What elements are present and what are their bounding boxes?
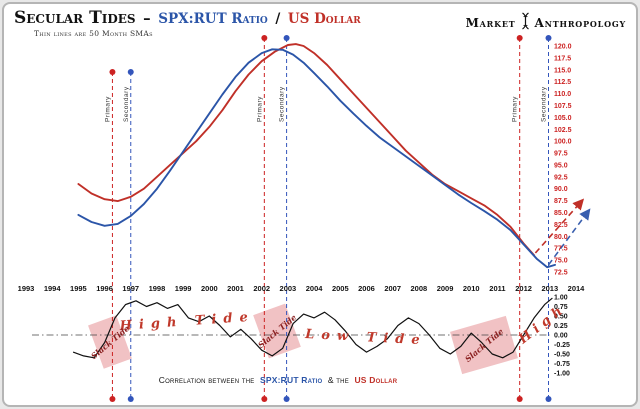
x-axis-year: 2006: [358, 284, 375, 293]
event-dot-bottom: [545, 396, 552, 402]
event-dot-bottom: [109, 396, 116, 402]
y-axis-tick: 112.5: [554, 79, 571, 86]
dna-icon: [520, 12, 531, 33]
x-axis-year: 2004: [306, 284, 324, 293]
event-dot-bottom: [261, 396, 268, 402]
tide-annotation: Low Tide: [304, 327, 427, 348]
caption-prefix: Correlation between the: [158, 375, 255, 385]
x-axis-year: 2014: [568, 284, 586, 293]
y-axis-tick: 120.0: [554, 44, 572, 51]
x-axis-year: 1999: [175, 284, 192, 293]
event-dot-top: [109, 69, 116, 75]
y-axis-tick: 115.0: [554, 67, 571, 74]
y-axis-tick: 97.5: [554, 151, 568, 158]
chart-subtitle: Thin lines are 50 Month SMAs: [34, 29, 153, 38]
x-axis-year: 1993: [18, 284, 35, 293]
spx-rut-line: [77, 48, 556, 269]
y-axis-tick: 87.5: [554, 198, 568, 205]
y-axis-tick: 85.0: [554, 210, 568, 217]
event-dot-top: [261, 35, 268, 41]
event-dot-bottom: [283, 396, 290, 402]
correlation-line: [72, 297, 553, 359]
event-dot-top: [545, 35, 552, 41]
us-dollar-line: [77, 43, 536, 257]
correlation-axis-tick: -0.50: [554, 352, 570, 359]
x-axis-year: 2000: [201, 284, 218, 293]
event-label: Secondary: [279, 86, 286, 122]
x-axis-year: 2010: [463, 284, 480, 293]
x-axis-year: 1995: [70, 284, 87, 293]
y-axis-tick: 80.0: [554, 234, 568, 241]
x-axis-year: 2008: [411, 284, 428, 293]
y-axis-tick: 100.0: [554, 139, 572, 146]
x-axis-year: 2013: [541, 284, 558, 293]
logo-anthropology-label: Anthropology: [534, 15, 626, 30]
x-axis-year: 2009: [437, 284, 454, 293]
correlation-axis-tick: 0.25: [554, 323, 568, 330]
y-axis-tick: 75.0: [554, 258, 568, 265]
event-label: Primary: [256, 96, 263, 122]
logo-market-label: Market: [465, 15, 516, 30]
event-label: Secondary: [541, 86, 548, 122]
us-dollar-projection: [534, 198, 585, 254]
caption-spx-rut: SPX:RUT Ratio: [260, 375, 323, 385]
correlation-axis-tick: 0.50: [554, 314, 568, 321]
event-label: Secondary: [123, 86, 130, 122]
event-label: Primary: [104, 96, 111, 122]
correlation-axis-tick: -1.00: [554, 371, 570, 378]
caption-mid: & the: [327, 375, 349, 385]
caption-us-dollar: US Dollar: [354, 375, 398, 385]
brand-logo: Market Anthropology: [466, 12, 626, 33]
x-axis-year: 1998: [149, 284, 166, 293]
y-axis-tick: 107.5: [554, 103, 572, 110]
event-dot-top: [127, 69, 134, 75]
correlation-axis-tick: 1.00: [554, 295, 568, 302]
x-axis-year: 2007: [384, 284, 401, 293]
x-axis-year: 2001: [227, 284, 244, 293]
correlation-axis-tick: -0.25: [554, 342, 570, 349]
x-axis-year: 1994: [44, 284, 62, 293]
x-axis-year: 2012: [515, 284, 532, 293]
tide-annotation: High Tide: [118, 310, 255, 334]
correlation-caption: Correlation between the SPX:RUT Ratio & …: [82, 375, 474, 385]
y-axis-tick: 102.5: [554, 127, 572, 134]
slack-tide-box: [88, 315, 132, 369]
correlation-axis-tick: 0.00: [554, 333, 568, 340]
slack-tide-box: [253, 303, 301, 359]
x-axis-year: 2005: [332, 284, 349, 293]
spx-rut-projection: [547, 208, 591, 266]
title-us-dollar: US Dollar: [287, 11, 361, 27]
x-axis-year: 2003: [280, 284, 297, 293]
title-slash: /: [275, 11, 281, 27]
y-axis-tick: 117.5: [554, 55, 571, 62]
y-axis-tick: 95.0: [554, 162, 568, 169]
event-dot-top: [516, 35, 523, 41]
y-axis-tick: 110.0: [554, 91, 571, 98]
y-axis-tick: 72.5: [554, 270, 568, 277]
correlation-axis-tick: 0.75: [554, 304, 568, 311]
x-axis-year: 1996: [96, 284, 113, 293]
y-axis-tick: 92.5: [554, 174, 568, 181]
title-spx-rut: SPX:RUT Ratio: [158, 11, 268, 27]
correlation-axis-tick: -0.75: [554, 361, 570, 368]
chart-canvas: Primary Secondary Primary Secondary Primary S…: [18, 35, 591, 402]
y-axis-tick: 77.5: [554, 246, 568, 253]
x-axis-year: 2002: [253, 284, 270, 293]
event-dot-bottom: [516, 396, 523, 402]
y-axis-tick: 82.5: [554, 222, 568, 229]
event-dot-top: [283, 35, 290, 41]
event-label: Primary: [512, 96, 519, 122]
x-axis-year: 2011: [489, 284, 505, 293]
y-axis-tick: 105.0: [554, 115, 572, 122]
title-secular-tides: Secular Tides: [14, 8, 136, 28]
event-dot-bottom: [127, 396, 134, 402]
y-axis-tick: 90.0: [554, 186, 568, 193]
title-separator: –: [143, 9, 151, 27]
page-title: Secular Tides – SPX:RUT Ratio / US Dolla…: [14, 8, 361, 28]
x-axis-year: 1997: [122, 284, 139, 293]
